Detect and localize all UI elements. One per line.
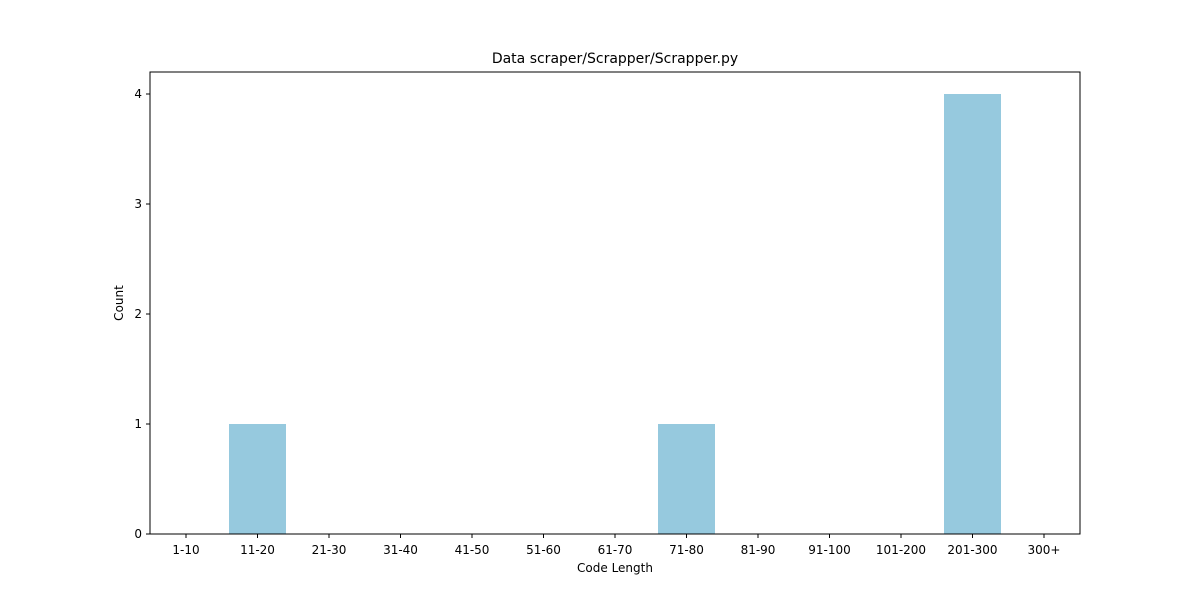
y-tick-label: 1 <box>134 417 142 431</box>
x-tick-label: 201-300 <box>947 543 997 557</box>
x-tick-label: 21-30 <box>312 543 347 557</box>
y-tick-label: 2 <box>134 307 142 321</box>
bars-group <box>229 94 1001 534</box>
y-axis-ticks: 0 1 2 3 4 <box>134 87 150 541</box>
x-tick-label: 101-200 <box>876 543 926 557</box>
x-tick-label: 41-50 <box>455 543 490 557</box>
x-axis-ticks: 1-10 11-20 21-30 31-40 41-50 51-60 61-70 71-80 8… <box>172 534 1060 557</box>
x-tick-label: 1-10 <box>172 543 199 557</box>
x-tick-label: 31-40 <box>383 543 418 557</box>
bar-71-80 <box>658 424 715 534</box>
x-tick-label: 51-60 <box>526 543 561 557</box>
x-tick-label: 61-70 <box>598 543 633 557</box>
y-tick-label: 3 <box>134 197 142 211</box>
x-tick-label: 91-100 <box>808 543 851 557</box>
x-tick-label: 71-80 <box>669 543 704 557</box>
y-axis-label: Count <box>112 285 126 321</box>
plot-frame <box>149 71 1081 535</box>
bar-201-300 <box>944 94 1001 534</box>
x-tick-label: 81-90 <box>741 543 776 557</box>
bar-11-20 <box>229 424 286 534</box>
x-axis-label: Code Length <box>577 561 653 575</box>
x-tick-label: 300+ <box>1028 543 1061 557</box>
chart-title: Data scraper/Scrapper/Scrapper.py <box>492 51 738 67</box>
y-tick-label: 0 <box>134 527 142 541</box>
x-tick-label: 11-20 <box>240 543 275 557</box>
y-tick-label: 4 <box>134 87 142 101</box>
